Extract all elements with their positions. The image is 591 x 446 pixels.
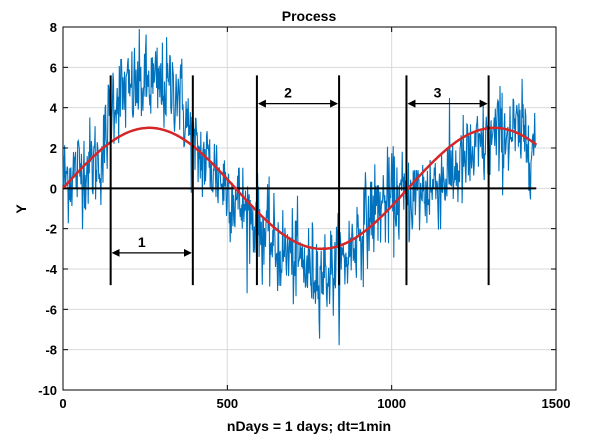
x-tick-label: 1000	[377, 396, 406, 411]
y-ticks: -10 -8 -6 -4 -2 0 2 4 6 8	[38, 20, 556, 398]
y-tick-label: -2	[45, 222, 57, 237]
x-tick-label: 500	[216, 396, 238, 411]
y-tick-label: -4	[45, 262, 57, 277]
y-tick-label: 2	[50, 141, 57, 156]
clean-series	[62, 126, 538, 251]
segment-arrows: 1 2 3	[111, 85, 488, 257]
segment-markers	[109, 75, 490, 286]
y-tick-label: 4	[50, 101, 58, 116]
x-tick-label: 1500	[542, 396, 571, 411]
y-tick-label: 6	[50, 60, 57, 75]
segment-label: 3	[434, 85, 442, 101]
noisy-series-line	[62, 28, 537, 346]
segment-label: 1	[138, 234, 146, 250]
x-tick-label: 0	[59, 396, 66, 411]
y-tick-label: 8	[50, 20, 57, 35]
clean-series-line	[62, 126, 538, 251]
x-axis-title: nDays = 1 days; dt=1min	[227, 418, 391, 434]
y-tick-label: -8	[45, 343, 57, 358]
chart-title: Process	[282, 8, 337, 24]
segment-label: 2	[284, 85, 292, 101]
y-tick-label: -10	[38, 383, 57, 398]
y-tick-label: -6	[45, 302, 57, 317]
x-ticks: 0 500 1000 1500	[59, 27, 570, 411]
y-tick-label: 0	[50, 181, 57, 196]
plot-clip-group: 1 2 3	[62, 28, 538, 346]
y-axis-title: Y	[13, 204, 29, 214]
noisy-series	[62, 28, 537, 346]
